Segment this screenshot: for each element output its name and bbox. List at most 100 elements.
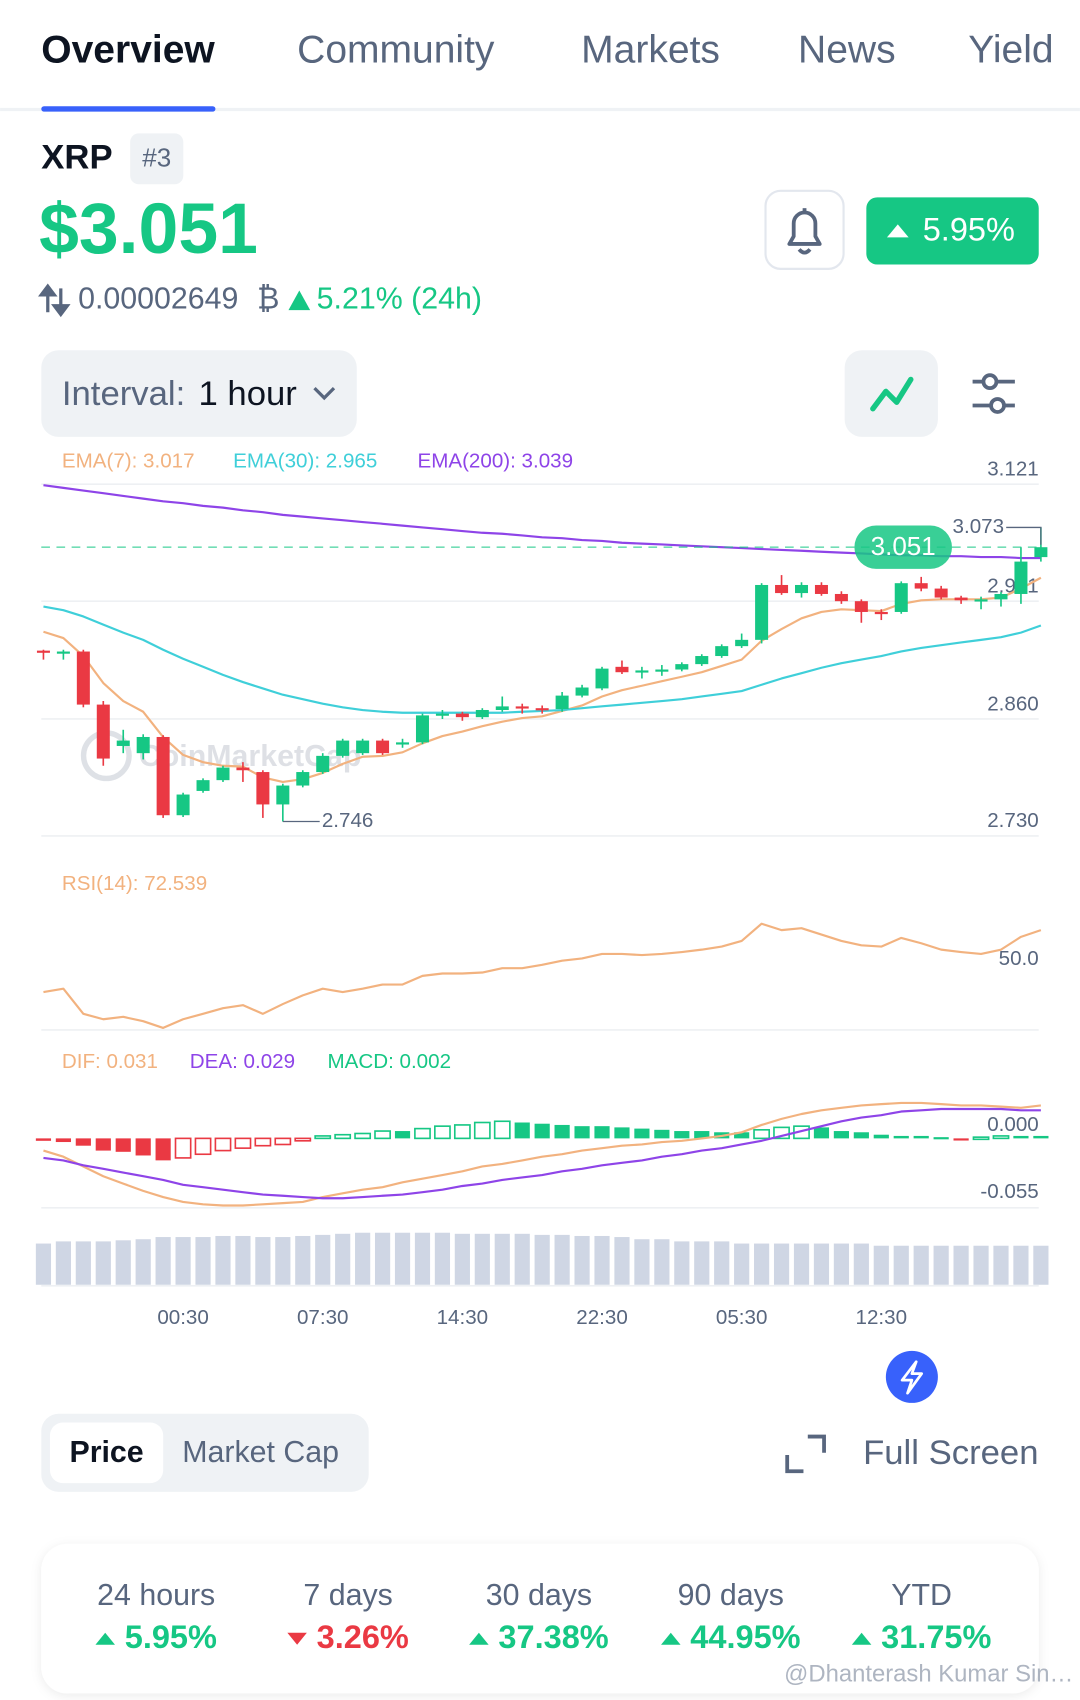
macd-bar xyxy=(753,1129,771,1140)
legend-entry: RSI(14): 72.539 xyxy=(62,872,207,895)
legend-entry: DIF: 0.031 xyxy=(62,1050,158,1073)
period-change: 3.26% xyxy=(317,1619,409,1655)
macd-bar xyxy=(194,1137,212,1156)
macd-bar xyxy=(434,1125,451,1140)
macd-bar xyxy=(294,1137,312,1142)
volume-bar xyxy=(933,1245,949,1285)
volume-bar xyxy=(315,1234,331,1285)
macd-bar xyxy=(813,1127,830,1139)
candle-body xyxy=(555,695,569,710)
macd-bar xyxy=(234,1137,252,1149)
volume-bar xyxy=(734,1243,750,1285)
toggle-option[interactable]: Market Cap xyxy=(182,1436,339,1469)
macd-bar xyxy=(992,1135,1010,1140)
volume-bar xyxy=(793,1243,810,1285)
candle-body xyxy=(396,742,410,745)
volume-bar xyxy=(853,1243,869,1285)
macd-bar xyxy=(1013,1135,1029,1139)
macd-bar xyxy=(254,1137,272,1147)
candle-body xyxy=(276,785,290,805)
up-arrow xyxy=(661,1632,681,1645)
candle-body xyxy=(76,651,90,705)
volume-bar xyxy=(95,1241,111,1285)
y-tick-label: 3.121 xyxy=(987,458,1038,481)
macd-bar xyxy=(634,1128,650,1139)
volume-bar xyxy=(1013,1245,1029,1285)
volume-bar xyxy=(494,1233,510,1285)
volume-bar xyxy=(813,1243,830,1285)
macd-bar xyxy=(654,1129,670,1139)
legend-entry: EMA(200): 3.039 xyxy=(417,449,573,472)
candle-body xyxy=(715,646,729,657)
quick-action[interactable] xyxy=(885,1350,938,1403)
volume-bar xyxy=(594,1235,610,1285)
last-price-pill xyxy=(854,525,952,569)
volume-bar xyxy=(873,1245,889,1285)
interval-select[interactable] xyxy=(41,350,357,437)
macd-bar xyxy=(414,1127,431,1140)
candle-body xyxy=(675,664,689,670)
interval-label: Interval: xyxy=(62,375,185,413)
settings-icon[interactable] xyxy=(972,373,1015,414)
macd-bar xyxy=(115,1138,131,1152)
macd-bar xyxy=(614,1127,630,1139)
up-arrow xyxy=(95,1632,115,1645)
toggle-option[interactable]: Price xyxy=(69,1436,143,1469)
tab[interactable]: Markets xyxy=(581,28,720,71)
volume-bar xyxy=(135,1239,151,1285)
credit: @Dhanterash Kumar Sin… xyxy=(784,1660,1073,1687)
candle-body xyxy=(515,706,529,709)
volume-bar xyxy=(694,1241,710,1285)
x-tick-label: 07:30 xyxy=(297,1306,348,1329)
candle-body xyxy=(595,668,609,689)
fullscreen-icon[interactable] xyxy=(785,1434,826,1474)
candle-body xyxy=(96,704,110,759)
performance-list: 24 hours 5.95% 7 days 3.26% 30 days 37.38% 90 … xyxy=(95,1579,991,1655)
period-label: 24 hours xyxy=(97,1579,215,1612)
candle-body xyxy=(1034,547,1048,558)
indicator-line xyxy=(43,922,1042,1029)
line-chart-icon xyxy=(870,376,914,412)
macd-bar xyxy=(493,1120,511,1140)
volume-bar xyxy=(833,1243,849,1285)
period-label: 30 days xyxy=(486,1579,592,1612)
change-badge xyxy=(866,197,1039,265)
candle-body xyxy=(814,584,828,594)
period-label: YTD xyxy=(891,1579,952,1612)
candle-body xyxy=(974,599,988,602)
macd-bar xyxy=(893,1135,909,1139)
volume-bar xyxy=(554,1234,570,1285)
macd-bar xyxy=(314,1135,332,1140)
y-tick-label: 50.0 xyxy=(999,947,1039,970)
down-arrow xyxy=(287,1632,307,1645)
price: $3.051 xyxy=(39,189,258,269)
tab[interactable]: Community xyxy=(297,28,495,71)
macd-bar xyxy=(354,1132,372,1140)
legend-entry: EMA(30): 2.965 xyxy=(233,449,377,472)
tab[interactable]: Yield xyxy=(968,28,1053,71)
tab[interactable]: News xyxy=(798,28,896,71)
volume-bar xyxy=(195,1237,211,1285)
candle-body xyxy=(874,611,888,615)
candle-body xyxy=(495,706,509,710)
full-screen[interactable]: Full Screen xyxy=(863,1434,1038,1472)
macd-bar xyxy=(274,1137,292,1146)
volume-bar xyxy=(175,1237,191,1285)
candle-body xyxy=(755,584,769,640)
tab[interactable]: Overview xyxy=(41,28,215,71)
macd-bar xyxy=(473,1121,491,1140)
candle-body xyxy=(795,584,809,594)
macd-bar xyxy=(214,1137,232,1152)
x-tick-label: 22:30 xyxy=(576,1306,627,1329)
legend-entry: MACD: 0.002 xyxy=(327,1050,451,1073)
volume-bar xyxy=(714,1241,730,1285)
x-tick-label: 05:30 xyxy=(716,1306,768,1329)
volume-bar xyxy=(514,1233,530,1285)
macd-bar xyxy=(933,1137,949,1140)
macd-bar xyxy=(35,1138,52,1141)
macd-bar xyxy=(55,1138,71,1143)
macd-bar xyxy=(554,1124,570,1139)
alert-button[interactable] xyxy=(764,189,845,270)
candle-body xyxy=(475,709,489,718)
x-tick-label: 00:30 xyxy=(157,1306,209,1329)
